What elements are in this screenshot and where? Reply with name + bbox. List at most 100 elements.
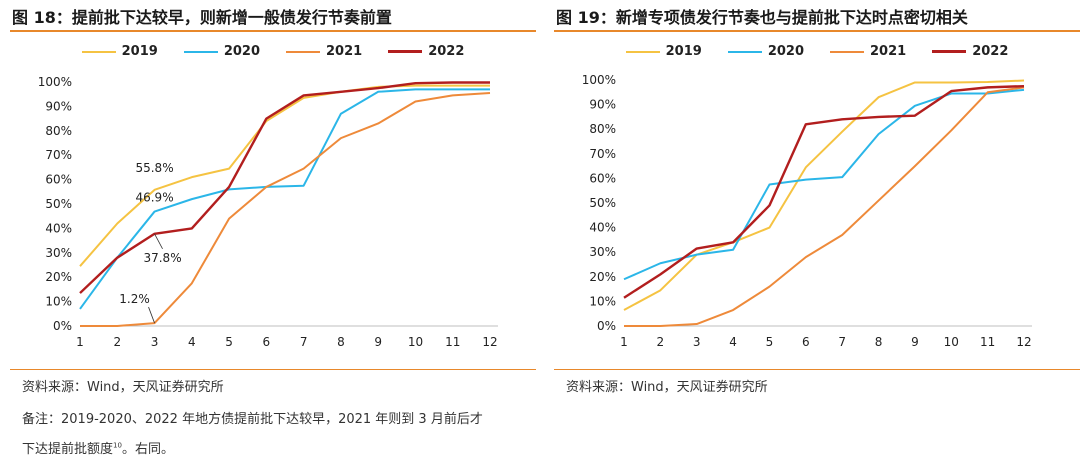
legend-swatch-2019: [81, 50, 116, 53]
legend-label-2019: 2019: [121, 44, 158, 59]
x-tick-label: 2: [657, 335, 665, 349]
y-tick-label: 60%: [45, 173, 72, 187]
remark-line-2-end: 。右同。: [121, 442, 174, 457]
footnote-ref: 10: [113, 441, 122, 450]
x-tick-label: 4: [188, 335, 196, 349]
y-tick-label: 20%: [45, 270, 72, 284]
series-line-2022: [79, 81, 490, 294]
legend-item-2022: 2022: [388, 44, 464, 59]
legend-item-2022: 2022: [932, 44, 1008, 59]
annotation-leader-2022: [154, 233, 163, 249]
x-tick-label: 5: [766, 335, 774, 349]
data-label-2020: 46.9%: [135, 191, 173, 205]
x-tick-label: 1: [620, 335, 628, 349]
series-line-2020: [623, 88, 1025, 281]
legend-item-2021: 2021: [830, 44, 906, 59]
data-label-2021: 1.2%: [119, 292, 150, 306]
line-chart-left: 0%10%20%30%40%50%60%70%80%90%100%1 2 3 4 5 6 7…: [38, 75, 498, 349]
y-tick-label: 40%: [45, 221, 72, 235]
x-tick-label: 7: [300, 335, 308, 349]
legend-swatch-2021: [286, 50, 320, 53]
series-line-2021: [80, 91, 491, 327]
y-tick-label: 80%: [45, 124, 72, 138]
source-note: 资料来源：Wind，天风证券研究所: [22, 380, 224, 395]
legend-swatch-2022: [932, 50, 967, 53]
y-tick-label: 80%: [589, 122, 616, 136]
y-tick-label: 90%: [589, 98, 616, 112]
legend-item-2020: 2020: [183, 44, 260, 59]
y-tick-label: 0%: [53, 319, 72, 333]
legend-item-2021: 2021: [286, 44, 362, 59]
data-label-2019: 55.8%: [135, 161, 173, 175]
x-tick-label: 12: [482, 335, 497, 349]
x-tick-label: 11: [980, 335, 995, 349]
remark-line-2: 下达提前批额度10。右同。: [22, 438, 174, 457]
legend-swatch-2022: [388, 50, 423, 53]
figure-title: 图 18：提前批下达较早，则新增一般债发行节奏前置: [12, 8, 392, 27]
x-tick-label: 3: [151, 335, 159, 349]
figure-title: 图 19：新增专项债发行节奏也与提前批下达时点密切相关: [556, 8, 968, 27]
remark-line-1: 备注：2019-2020、2022 年地方债提前批下达较早，2021 年则到 3…: [22, 412, 483, 427]
series-line-2020: [79, 88, 490, 310]
legend-item-2019: 2019: [625, 44, 702, 59]
chart-legend: 2019 2020 2021 2022: [10, 44, 536, 59]
source-rule: [10, 369, 536, 370]
legend-label-2019: 2019: [665, 44, 702, 59]
remark-line-2-text: 下达提前批额度: [22, 442, 114, 457]
legend-swatch-2021: [830, 50, 864, 53]
y-tick-label: 0%: [597, 319, 616, 333]
legend-label-2021: 2021: [326, 44, 363, 59]
legend-swatch-2019: [625, 50, 660, 53]
x-tick-label: 9: [911, 335, 919, 349]
y-tick-label: 30%: [589, 245, 616, 259]
y-tick-label: 10%: [589, 294, 616, 308]
y-tick-label: 50%: [45, 197, 72, 211]
legend-label-2020: 2020: [223, 44, 260, 59]
series-line-2022: [623, 84, 1025, 299]
x-tick-label: 10: [944, 335, 959, 349]
y-tick-label: 10%: [45, 295, 72, 309]
legend-swatch-2020: [727, 50, 762, 53]
title-rule: [10, 30, 536, 32]
legend-item-2019: 2019: [81, 44, 158, 59]
y-tick-label: 100%: [38, 75, 72, 89]
legend-item-2020: 2020: [727, 44, 804, 59]
y-tick-label: 90%: [45, 99, 72, 113]
x-tick-label: 8: [875, 335, 883, 349]
data-label-2022: 37.8%: [143, 251, 181, 265]
chart-panel-left: 图 18：提前批下达较早，则新增一般债发行节奏前置 2019 2020 2021…: [10, 0, 536, 464]
x-tick-label: 2: [113, 335, 121, 349]
x-tick-label: 11: [445, 335, 460, 349]
series-line-2021: [624, 86, 1025, 327]
y-tick-label: 20%: [589, 270, 616, 284]
annotation-leader-2021: [148, 306, 155, 324]
y-tick-label: 40%: [589, 221, 616, 235]
y-tick-label: 70%: [589, 147, 616, 161]
chart-panel-right: 图 19：新增专项债发行节奏也与提前批下达时点密切相关 2019 2020 20…: [554, 0, 1080, 464]
y-tick-label: 100%: [582, 73, 616, 87]
x-tick-label: 6: [263, 335, 271, 349]
title-rule: [554, 30, 1080, 32]
x-tick-label: 6: [802, 335, 810, 349]
x-tick-label: 10: [408, 335, 423, 349]
x-tick-label: 8: [337, 335, 345, 349]
x-tick-label: 9: [374, 335, 382, 349]
y-tick-label: 60%: [589, 171, 616, 185]
legend-label-2022: 2022: [972, 44, 1009, 59]
legend-label-2022: 2022: [428, 44, 465, 59]
source-rule: [554, 369, 1080, 370]
line-chart-right: 0%10%20%30%40%50%60%70%80%90%100%1 2 3 4 5 6 7…: [582, 73, 1032, 349]
x-tick-label: 4: [729, 335, 737, 349]
y-tick-label: 50%: [589, 196, 616, 210]
x-tick-label: 5: [225, 335, 233, 349]
series-line-2019: [79, 84, 490, 267]
source-note: 资料来源：Wind，天风证券研究所: [566, 380, 768, 395]
x-tick-label: 1: [76, 335, 84, 349]
x-tick-label: 12: [1016, 335, 1031, 349]
legend-label-2020: 2020: [767, 44, 804, 59]
legend-swatch-2020: [183, 50, 218, 53]
x-tick-label: 3: [693, 335, 701, 349]
series-line-2019: [623, 79, 1025, 311]
y-tick-label: 30%: [45, 246, 72, 260]
chart-legend: 2019 2020 2021 2022: [554, 44, 1080, 59]
